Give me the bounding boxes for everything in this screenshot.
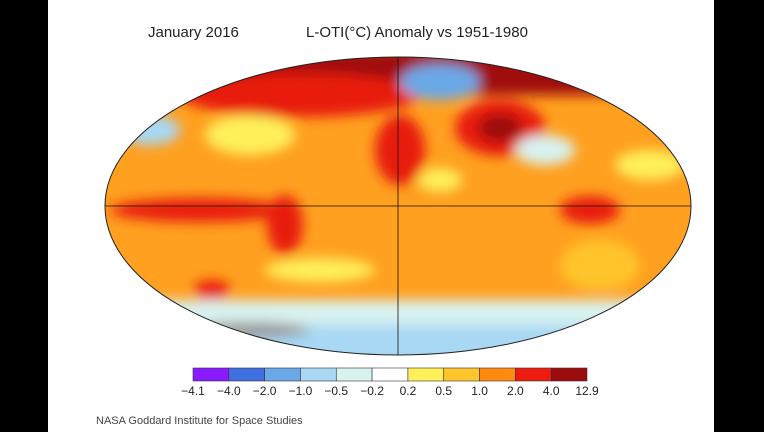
color-segment <box>192 367 230 382</box>
color-segment <box>407 367 445 382</box>
color-segment <box>515 367 552 382</box>
legend-tick-label: −2.0 <box>253 384 277 398</box>
colorbar: −4.1 −4.0 −2.0 −1.0 −0.5 −0.2 0.2 0.5 1.0 2.0 4.0 1… <box>181 367 599 398</box>
legend-tick-label: −4.0 <box>217 384 241 398</box>
map-date: January 2016 <box>148 24 239 41</box>
color-segment <box>264 367 301 382</box>
color-segment <box>228 367 265 382</box>
credit: NASA Goddard Institute for Space Studies <box>96 415 303 427</box>
legend-tick-label: 0.2 <box>400 384 417 398</box>
legend-tick-label: 2.0 <box>507 384 524 398</box>
map-outline <box>104 56 692 356</box>
color-segment <box>371 367 409 382</box>
color-segment <box>443 367 480 382</box>
color-segment <box>479 367 516 382</box>
color-segment <box>300 367 337 382</box>
legend-tick-label: 0.5 <box>435 384 452 398</box>
legend-tick-label: −0.5 <box>324 384 348 398</box>
legend-tick-label: −1.0 <box>289 384 313 398</box>
legend-tick-label: 12.9 <box>575 384 599 398</box>
legend-tick-label: 1.0 <box>471 384 488 398</box>
map-title: L-OTI(°C) Anomaly vs 1951-1980 <box>306 24 528 41</box>
legend-tick-label: −4.1 <box>181 384 205 398</box>
color-segment <box>550 367 588 382</box>
legend-tick-label: 4.0 <box>543 384 560 398</box>
legend-tick-label: −0.2 <box>360 384 384 398</box>
color-segment <box>335 367 373 382</box>
